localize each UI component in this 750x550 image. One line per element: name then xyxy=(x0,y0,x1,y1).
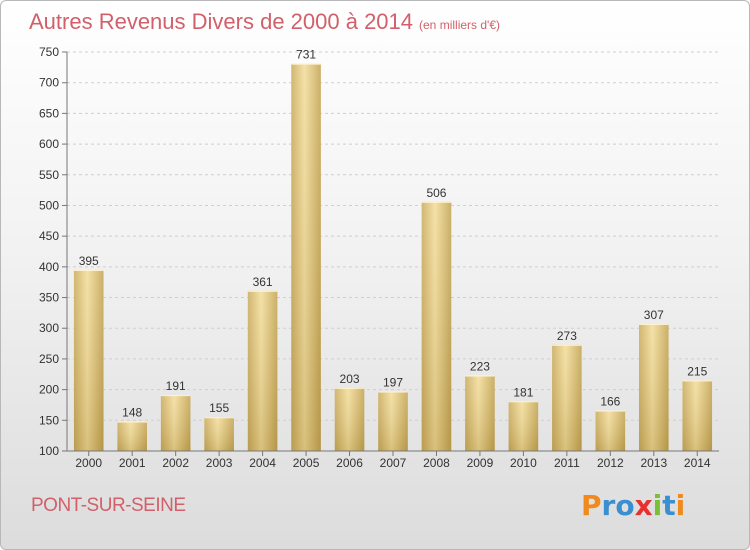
x-tick-label: 2013 xyxy=(640,456,667,470)
y-tick-label: 600 xyxy=(39,137,59,151)
y-tick-label: 450 xyxy=(39,229,59,243)
y-tick-label: 300 xyxy=(39,321,59,335)
y-tick-label: 500 xyxy=(39,198,59,212)
bars: 395 148 191 155 361 731 203 197 506 223 181 273 166 3… xyxy=(73,48,713,451)
bar-shade xyxy=(117,421,147,451)
bar-shade xyxy=(508,401,539,451)
bar-value-label: 203 xyxy=(340,372,360,386)
bar-shade xyxy=(639,323,669,451)
bar-shade xyxy=(378,391,408,451)
logo-letter: r xyxy=(601,489,616,522)
y-axis: 100 150 200 250 300 350 400 450 500 550 600 650 700 7… xyxy=(39,45,68,458)
x-tick-label: 2000 xyxy=(75,456,102,470)
x-tick-label: 2004 xyxy=(249,456,276,470)
bar-value-label: 506 xyxy=(426,186,446,200)
proxiti-logo[interactable]: Proxiti xyxy=(581,489,685,522)
x-tick-label: 2008 xyxy=(423,456,450,470)
y-tick-label: 650 xyxy=(39,106,59,120)
x-tick-label: 2010 xyxy=(510,456,537,470)
bar-value-label: 223 xyxy=(470,359,490,373)
y-tick-label: 100 xyxy=(39,444,59,458)
bar-value-label: 197 xyxy=(383,375,403,389)
chart-subtitle: (en milliers d'€) xyxy=(419,18,500,32)
y-tick-label: 250 xyxy=(39,352,59,366)
bar-value-label: 307 xyxy=(644,308,664,322)
bar-shade xyxy=(160,395,191,451)
logo-letter: i xyxy=(652,489,663,522)
bar-value-label: 731 xyxy=(296,48,316,62)
y-tick-label: 350 xyxy=(39,291,59,305)
bar-shade xyxy=(73,269,104,451)
x-tick-label: 2012 xyxy=(597,456,624,470)
x-axis: 2000 2001 2002 2003 2004 2005 2006 2007 2008 2009… xyxy=(67,450,719,470)
chart-title: Autres Revenus Divers de 2000 à 2014 (en … xyxy=(29,9,500,35)
logo-letter: x xyxy=(634,489,653,522)
y-tick-label: 400 xyxy=(39,260,59,274)
bar-value-label: 155 xyxy=(209,401,229,415)
logo-letter: P xyxy=(581,489,602,522)
y-tick-label: 550 xyxy=(39,168,59,182)
logo-letter: t xyxy=(662,489,676,522)
bar-shade xyxy=(204,417,234,451)
x-tick-label: 2005 xyxy=(293,456,320,470)
y-tick-label: 150 xyxy=(39,413,59,427)
x-tick-label: 2001 xyxy=(119,456,146,470)
y-tick-label: 700 xyxy=(39,76,59,90)
location-label: PONT-SUR-SEINE xyxy=(31,495,186,516)
bar-value-label: 395 xyxy=(79,254,99,268)
logo-letter: i xyxy=(675,489,686,522)
bar-shade xyxy=(595,410,626,451)
bar-shade xyxy=(291,63,321,451)
bar-value-label: 148 xyxy=(122,406,142,420)
bar-shade xyxy=(552,344,582,451)
x-tick-label: 2009 xyxy=(467,456,494,470)
x-tick-label: 2003 xyxy=(206,456,233,470)
bar-shade xyxy=(465,375,495,451)
bar-shade xyxy=(682,380,713,451)
bar-shade xyxy=(247,290,278,451)
y-tick-label: 200 xyxy=(39,383,59,397)
y-tick-label: 750 xyxy=(39,45,59,59)
bar-value-label: 166 xyxy=(600,394,620,408)
x-tick-label: 2014 xyxy=(684,456,711,470)
bar-value-label: 273 xyxy=(557,329,577,343)
bar-shade xyxy=(334,387,365,451)
x-tick-label: 2002 xyxy=(162,456,189,470)
bar-value-label: 191 xyxy=(166,379,186,393)
logo-letter: o xyxy=(615,489,635,522)
x-tick-label: 2011 xyxy=(554,456,580,470)
x-tick-label: 2006 xyxy=(336,456,363,470)
x-tick-label: 2007 xyxy=(380,456,407,470)
bar-shade xyxy=(421,201,452,451)
bar-value-label: 181 xyxy=(513,385,533,399)
bar-value-label: 361 xyxy=(253,275,273,289)
bar-value-label: 215 xyxy=(687,364,707,378)
chart-title-text: Autres Revenus Divers de 2000 à 2014 xyxy=(29,9,414,34)
